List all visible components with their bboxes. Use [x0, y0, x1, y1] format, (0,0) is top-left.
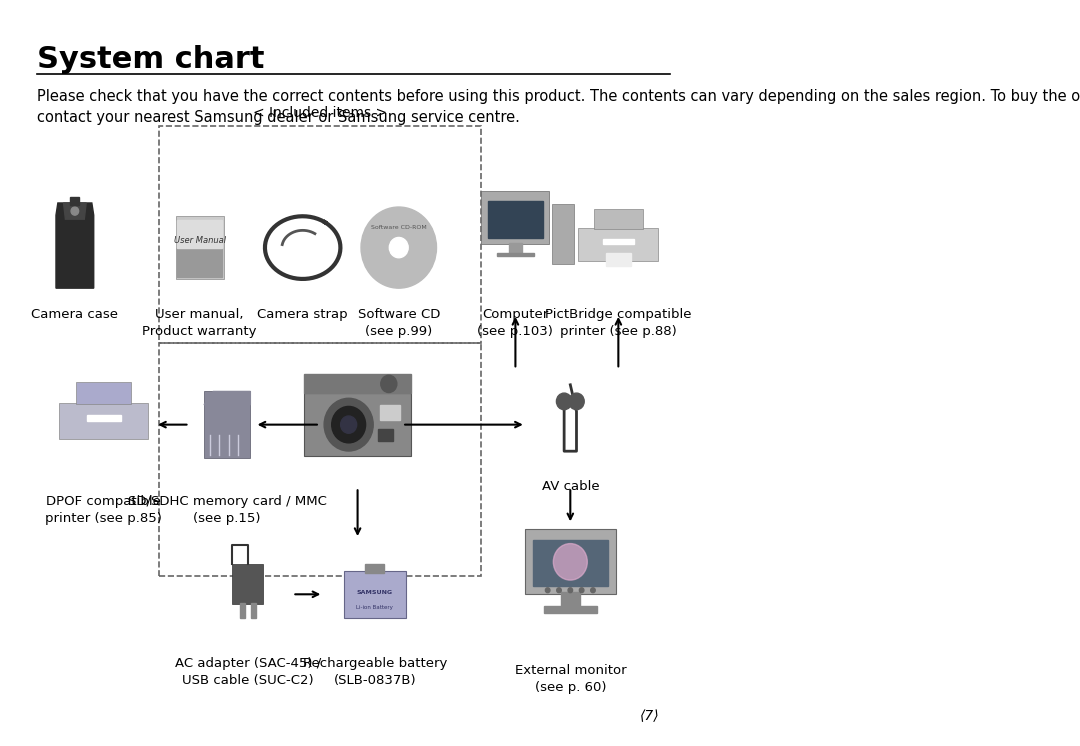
Text: ⟨7⟩: ⟨7⟩	[640, 709, 660, 724]
Bar	[305, 393, 411, 456]
Bar	[70, 197, 79, 205]
Bar	[86, 416, 121, 421]
Circle shape	[568, 588, 572, 592]
Bar	[606, 253, 631, 266]
Text: Li-ion Battery: Li-ion Battery	[356, 605, 393, 610]
Text: Rechargeable battery
(SLB-0837B): Rechargeable battery (SLB-0837B)	[302, 657, 447, 687]
Circle shape	[71, 207, 79, 215]
Bar	[343, 571, 406, 618]
Bar	[365, 565, 384, 573]
Text: < Included items >: < Included items >	[253, 106, 387, 120]
Text: Software CD-ROM: Software CD-ROM	[370, 225, 427, 230]
Text: PictBridge compatible
printer (see p.88): PictBridge compatible printer (see p.88)	[545, 308, 691, 338]
Bar	[232, 565, 264, 604]
Text: Camera strap: Camera strap	[257, 308, 348, 321]
Polygon shape	[64, 203, 86, 219]
Polygon shape	[204, 392, 251, 405]
Bar	[240, 603, 245, 618]
Polygon shape	[56, 203, 94, 288]
Bar	[578, 228, 659, 261]
Bar	[510, 242, 522, 254]
Text: Camera case: Camera case	[31, 308, 119, 321]
Text: SAMSUNG: SAMSUNG	[356, 590, 393, 595]
Bar	[532, 539, 608, 586]
Bar	[159, 343, 481, 576]
Bar	[488, 201, 543, 238]
Text: AV cable: AV cable	[541, 480, 599, 493]
Circle shape	[579, 588, 584, 592]
Circle shape	[545, 588, 550, 592]
Bar	[159, 126, 481, 343]
Circle shape	[381, 375, 396, 392]
Bar	[544, 606, 597, 612]
Circle shape	[361, 207, 436, 288]
Text: AC adapter (SAC-45) /
USB cable (SUC-C2): AC adapter (SAC-45) / USB cable (SUC-C2)	[175, 657, 321, 687]
Text: DPOF compatible
printer (see p.85): DPOF compatible printer (see p.85)	[45, 495, 162, 524]
Bar	[553, 204, 575, 264]
Bar	[380, 406, 400, 420]
Text: SD/SDHC memory card / MMC
(see p.15): SD/SDHC memory card / MMC (see p.15)	[127, 495, 326, 524]
Bar	[594, 210, 643, 229]
Text: Software CD
(see p.99): Software CD (see p.99)	[357, 308, 440, 338]
Text: External monitor
(see p. 60): External monitor (see p. 60)	[514, 665, 626, 695]
Text: System chart: System chart	[37, 45, 265, 74]
Bar	[177, 248, 222, 277]
Bar	[497, 253, 534, 256]
Bar	[77, 382, 131, 404]
Bar	[251, 603, 256, 618]
Circle shape	[324, 398, 374, 451]
Bar	[603, 239, 634, 244]
Circle shape	[556, 393, 571, 410]
Bar	[305, 374, 411, 393]
Text: User Manual: User Manual	[174, 236, 226, 245]
Bar	[59, 403, 148, 439]
Circle shape	[340, 416, 356, 433]
Bar	[177, 220, 222, 248]
Text: Computer
(see p.103): Computer (see p.103)	[477, 308, 553, 338]
Circle shape	[591, 588, 595, 592]
Bar	[561, 592, 580, 609]
Bar	[525, 530, 616, 595]
Bar	[482, 191, 550, 244]
Circle shape	[569, 393, 584, 410]
Text: Please check that you have the correct contents before using this product. The c: Please check that you have the correct c…	[37, 89, 1080, 125]
Circle shape	[332, 407, 366, 443]
Bar	[176, 216, 224, 279]
Circle shape	[556, 588, 562, 592]
Circle shape	[553, 544, 588, 580]
Bar	[204, 392, 251, 458]
Text: User manual,
Product warranty: User manual, Product warranty	[143, 308, 257, 338]
Bar	[378, 430, 393, 442]
Circle shape	[389, 237, 408, 257]
